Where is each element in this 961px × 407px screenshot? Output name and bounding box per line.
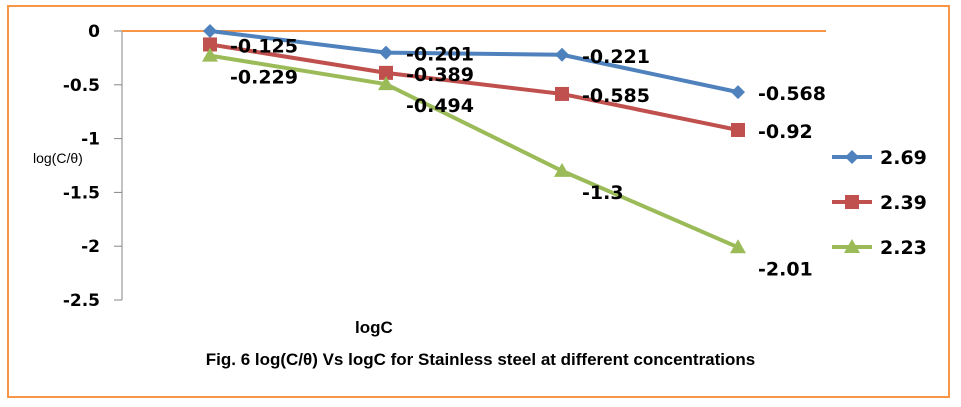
square-marker [379, 65, 393, 80]
diamond-marker [379, 45, 393, 60]
data-label: -0.389 [406, 64, 474, 86]
square-marker [845, 195, 859, 209]
triangle-marker [730, 239, 746, 254]
triangle-marker [554, 162, 570, 177]
square-marker [555, 86, 569, 101]
data-label: -0.568 [758, 83, 826, 105]
legend-label: 2.23 [880, 237, 927, 259]
y-tick-label: -2 [81, 237, 100, 257]
square-marker [203, 37, 217, 52]
triangle-marker [202, 47, 218, 62]
triangle-marker [378, 76, 394, 91]
series-line [209, 42, 739, 132]
data-label: -0.221 [582, 46, 650, 68]
y-tick-label: -0.5 [63, 76, 100, 96]
diamond-marker [845, 150, 859, 164]
data-label: -1.3 [582, 182, 624, 204]
chart-border [7, 5, 950, 398]
diamond-marker [203, 24, 217, 38]
square-marker [731, 122, 745, 137]
y-tick-label: -1 [81, 130, 100, 150]
legend-label: 2.69 [880, 147, 927, 169]
data-label: -0.92 [758, 121, 813, 143]
y-tick-label: -1.5 [63, 183, 100, 203]
data-label: -0.585 [582, 85, 650, 107]
chart-title: Fig. 6 log(C/θ) Vs logC for Stainless st… [205, 350, 756, 369]
y-tick-label: -2.5 [63, 291, 100, 311]
legend-label: 2.39 [880, 192, 927, 214]
data-label: -0.125 [230, 35, 298, 57]
x-axis-label: logC [355, 318, 393, 337]
series-line [209, 53, 739, 250]
triangle-marker [844, 239, 860, 253]
series-line [209, 29, 739, 95]
y-axis-label: log(C/θ) [33, 150, 83, 166]
diamond-marker [731, 85, 745, 100]
diamond-marker [555, 47, 569, 62]
data-label: -0.201 [406, 44, 474, 66]
y-tick-label: 0 [88, 22, 100, 42]
data-label: -2.01 [758, 258, 813, 280]
data-label: -0.494 [406, 95, 474, 117]
data-label: -0.229 [230, 67, 298, 89]
